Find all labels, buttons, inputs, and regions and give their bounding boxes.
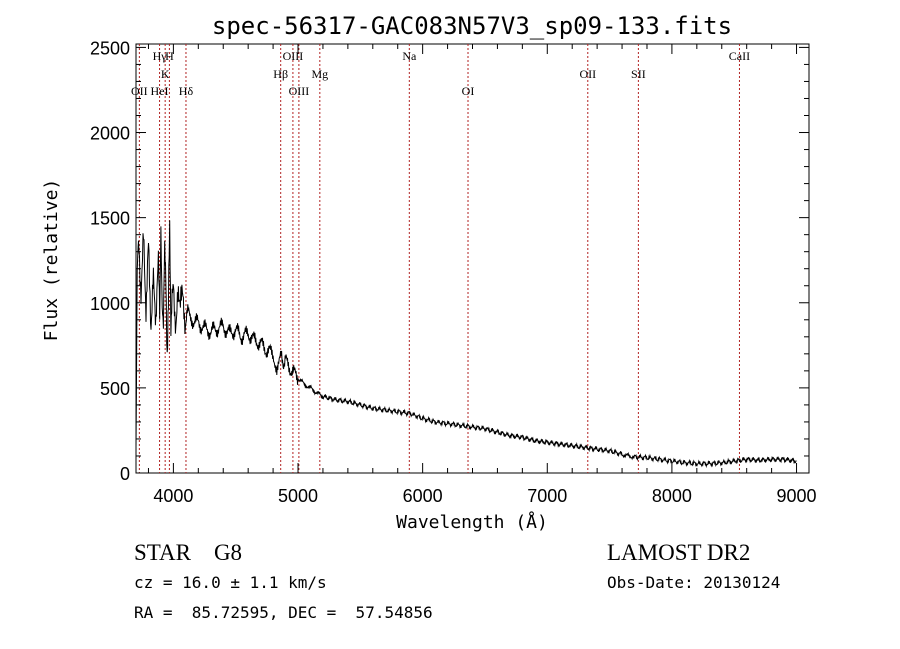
survey-name: LAMOST DR2 [607,540,751,565]
x-tick-label: 9000 [777,486,817,506]
x-tick-label: 6000 [403,486,443,506]
x-tick-label: 4000 [153,486,193,506]
y-tick-label: 1000 [90,294,130,314]
coordinates: RA = 85.72595, DEC = 57.54856 [134,603,433,622]
x-tick-label: 7000 [527,486,567,506]
line-label: HeI [151,84,169,98]
x-tick-label: 5000 [278,486,318,506]
line-label: Hδ [179,84,194,98]
y-tick-label: 0 [120,464,130,484]
line-label: OII [131,84,148,98]
line-label: CaII [729,49,750,63]
line-label: OII [579,67,596,81]
x-axis-label: Wavelength (Å) [396,511,548,533]
redshift-info: cz = 16.0 ± 1.1 km/s [134,573,327,592]
line-label: OIII [283,49,304,63]
y-tick-label: 1500 [90,209,130,229]
line-label: Na [402,49,417,63]
y-tick-label: 500 [100,379,130,399]
y-axis-label: Flux (relative) [41,179,62,342]
line-label: K [161,67,170,81]
line-label: Mg [311,67,328,81]
y-tick-label: 2500 [90,38,130,58]
line-label: SII [631,67,646,81]
spectrum-line [135,220,797,469]
axis-ticks: 4000 5000 6000 7000 8000 9000 0 500 1000 1500 2000… [90,38,817,506]
plot-frame [135,43,810,474]
line-label: OI [462,84,475,98]
line-label: OIII [289,84,310,98]
y-tick-label: 2000 [90,124,130,144]
line-label: H [165,49,174,63]
line-label: Hγ [153,49,168,63]
x-tick-label: 8000 [652,486,692,506]
obs-date: Obs-Date: 20130124 [607,573,781,592]
line-label: Hβ [273,67,288,81]
object-class: STAR G8 [134,540,243,565]
chart-title: spec-56317-GAC083N57V3_sp09-133.fits [212,12,732,40]
